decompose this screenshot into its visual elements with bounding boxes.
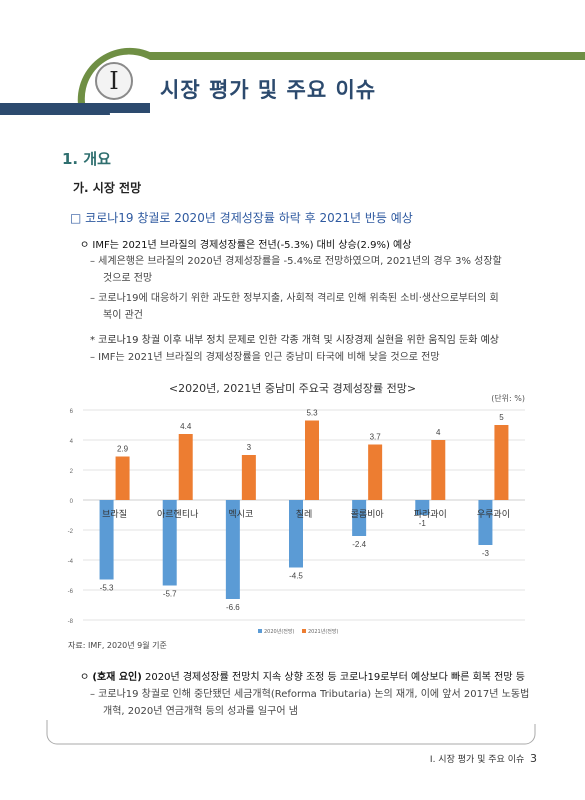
dash-reform-line2: 개혁, 2020년 연금개혁 등의 성과를 일구어 냄 — [103, 706, 298, 717]
chart-unit: (단위: %) — [491, 394, 525, 403]
data-label: 2.9 — [117, 445, 129, 454]
dash-recovery-line2: 복이 관건 — [103, 310, 143, 321]
category-label: 칠레 — [296, 509, 313, 520]
y-tick-label: -2 — [68, 529, 74, 535]
y-tick-label: -4 — [68, 559, 74, 565]
category-label: 브라질 — [102, 508, 127, 520]
data-label: -5.7 — [163, 590, 177, 599]
category-label: 콜롬비아 — [351, 509, 385, 520]
y-tick-label: 6 — [70, 409, 74, 415]
data-label: -1 — [419, 519, 427, 528]
bullet-bold-label: (호재 요인) — [92, 672, 142, 683]
bar — [352, 500, 367, 536]
chapter-header-decoration — [0, 47, 585, 115]
data-label: -6.6 — [226, 603, 240, 612]
dash-worldbank-line2: 것으로 전망 — [103, 273, 153, 284]
growth-chart: 6 4 2 0 -2 -4 -6 -8 -5.3 2.9 브라질 -5.7 4.4 아르헨티나 -6.6 3 멕… — [68, 409, 525, 635]
y-tick-label: -6 — [68, 589, 74, 595]
chart-title: <2020년, 2021년 중남미 주요국 경제성장률 전망> — [168, 382, 417, 395]
page-footer: Ⅰ. 시장 평가 및 주요 이슈 3 — [430, 752, 537, 765]
bar — [431, 440, 446, 500]
bar — [115, 456, 130, 500]
chart-source: 자료: IMF, 2020년 9월 기준 — [68, 641, 167, 650]
dash-reform-line1: – 코로나19 창궐로 인해 중단됐던 세금개혁(Reforma Tributa… — [90, 689, 530, 700]
y-tick-label: 2 — [70, 469, 74, 475]
chapter-title: 시장 평가 및 주요 이슈 — [160, 78, 377, 102]
category-label: 우루과이 — [477, 509, 510, 520]
bar — [162, 500, 177, 586]
dash-recovery-line1: – 코로나19에 대응하기 위한 과도한 정부지출, 사회적 격리로 인해 위축… — [90, 293, 499, 304]
bar — [289, 500, 303, 568]
bullet-positive-factors: ㅇ (호재 요인) 2020년 경제성장률 전망치 지속 상향 조정 등 코로나… — [80, 668, 525, 683]
data-label: 3 — [247, 443, 252, 452]
bar — [494, 425, 509, 500]
section-title: 1. 개요 — [62, 150, 111, 168]
legend-swatch — [258, 629, 262, 633]
data-label: -2.4 — [352, 540, 366, 549]
bullet-imf-forecast: ㅇ IMF는 2021년 브라질의 경제성장률은 전년(-5.3%) 대비 상승… — [80, 240, 412, 251]
chapter-number-badge: I — [95, 62, 133, 100]
category-label: 멕시코 — [228, 509, 253, 520]
legend-swatch — [302, 629, 306, 633]
y-tick-label: 0 — [70, 499, 74, 505]
category-label: 파라과이 — [414, 509, 447, 520]
bar — [368, 444, 383, 500]
footer-chapter: Ⅰ. 시장 평가 및 주요 이슈 — [429, 755, 525, 765]
data-label: 5 — [499, 413, 504, 422]
footer-rule — [46, 720, 536, 745]
legend-label: 2020년(전망) — [264, 628, 294, 635]
dash-imf-low: – IMF는 2021년 브라질의 경제성장률을 인근 중남미 타국에 비해 낮… — [90, 352, 440, 363]
category-label: 아르헨티나 — [157, 508, 198, 520]
bar — [478, 500, 493, 545]
bar — [178, 434, 193, 500]
data-label: 5.3 — [306, 409, 318, 418]
data-label: -5.3 — [100, 584, 114, 593]
y-tick-label: -8 — [68, 619, 74, 625]
data-label: 4 — [436, 428, 441, 437]
y-tick-label: 4 — [70, 439, 74, 445]
data-label: 3.7 — [370, 433, 382, 442]
dash-worldbank-line1: – 세계은행은 브라질의 2020년 경제성장률을 -5.4%로 전망하였으며,… — [90, 256, 502, 267]
footnote-star: * 코로나19 창궐 이후 내부 정치 문제로 인한 각종 개혁 및 시장경제 … — [90, 335, 499, 346]
bullet-rest: 2020년 경제성장률 전망치 지속 상향 조정 등 코로나19로부터 예상보다… — [141, 672, 525, 683]
page-number: 3 — [530, 752, 537, 765]
data-label: 4.4 — [180, 422, 192, 431]
bar — [241, 455, 256, 500]
bar — [305, 420, 319, 500]
subsection-title: 가. 시장 전망 — [73, 181, 142, 195]
bar — [415, 500, 430, 515]
data-label: -3 — [482, 549, 490, 558]
data-label: -4.5 — [289, 572, 303, 581]
box-heading: □ 코로나19 창궐로 2020년 경제성장률 하락 후 2021년 반등 예상 — [70, 211, 413, 225]
legend-label: 2021년(전망) — [308, 628, 338, 635]
bullet-prefix: ㅇ — [80, 672, 93, 683]
bar — [225, 500, 240, 599]
bar — [99, 500, 114, 580]
